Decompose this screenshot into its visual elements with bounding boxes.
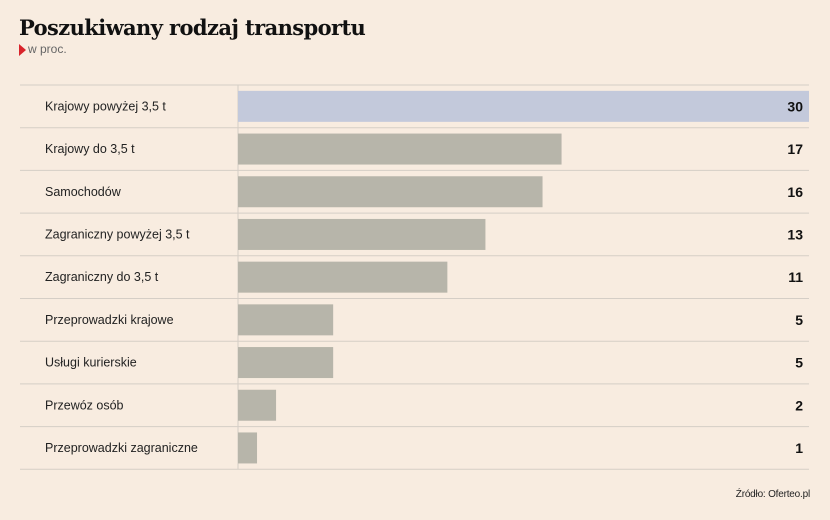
category-label: Samochodów <box>45 185 122 199</box>
triangle-marker-icon <box>19 44 26 56</box>
bar <box>238 133 562 165</box>
value-label: 5 <box>795 355 803 371</box>
value-label: 1 <box>795 440 803 456</box>
value-label: 16 <box>787 184 803 200</box>
category-label: Usługi kurierskie <box>45 356 137 370</box>
value-label: 2 <box>795 397 803 413</box>
category-label: Przewóz osób <box>45 398 124 412</box>
value-label: 17 <box>787 141 803 157</box>
bar <box>238 261 448 293</box>
category-label: Przeprowadzki zagraniczne <box>45 441 198 455</box>
category-label: Przeprowadzki krajowe <box>45 313 174 327</box>
bar <box>238 432 258 464</box>
value-label: 13 <box>787 226 803 242</box>
chart-subtitle: w proc. <box>28 42 67 56</box>
category-label: Zagraniczny do 3,5 t <box>45 270 159 284</box>
category-label: Krajowy powyżej 3,5 t <box>45 99 166 113</box>
bar <box>238 176 543 208</box>
bar <box>238 347 334 379</box>
chart-title: Poszukiwany rodzaj transportu <box>19 15 366 40</box>
bar <box>238 304 334 336</box>
value-label: 5 <box>795 312 803 328</box>
category-label: Zagraniczny powyżej 3,5 t <box>45 227 190 241</box>
bar <box>238 90 809 122</box>
source-note: Źródło: Oferteo.pl <box>735 489 810 500</box>
value-label: 30 <box>787 98 803 114</box>
bar <box>238 218 486 250</box>
category-label: Krajowy do 3,5 t <box>45 142 135 156</box>
bar <box>238 389 277 421</box>
value-label: 11 <box>788 269 803 285</box>
